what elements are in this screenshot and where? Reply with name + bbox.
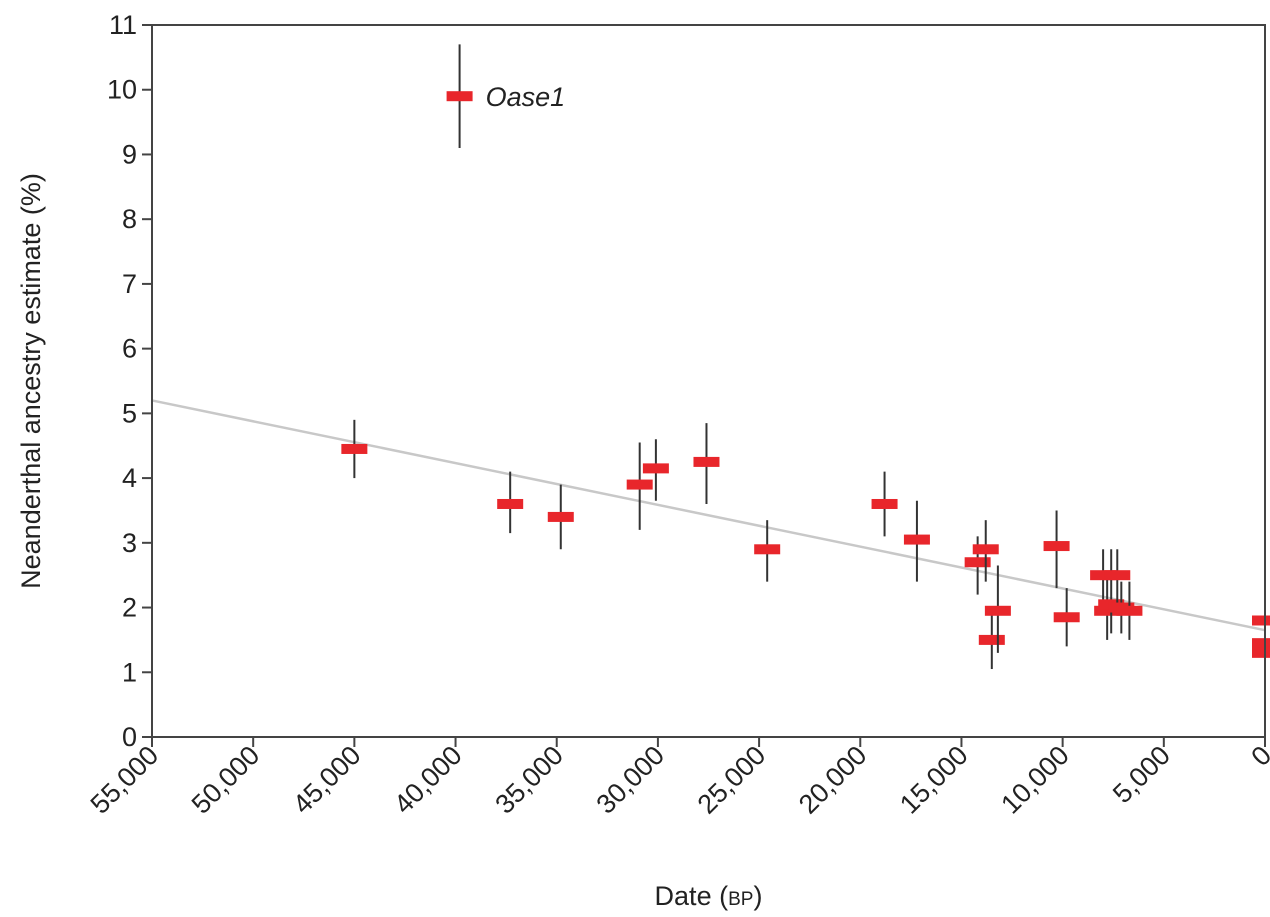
y-tick-label: 1: [122, 657, 137, 687]
x-tick-label: 0: [1245, 740, 1270, 772]
data-point: [446, 44, 473, 148]
data-point: [1090, 549, 1117, 605]
y-tick-label: 7: [122, 269, 137, 299]
data-point: [1043, 510, 1070, 589]
point-marker: [1043, 541, 1070, 552]
data-point: [1116, 581, 1143, 640]
y-tick-label: 0: [122, 722, 137, 752]
y-tick-label: 3: [122, 528, 137, 558]
y-axis-title: Neanderthal ancestry estimate (%): [16, 173, 46, 589]
y-tick-label: 11: [109, 10, 137, 40]
data-points: [341, 44, 1270, 679]
x-axis-title-unit: BP: [728, 889, 753, 910]
x-tick-label: 25,000: [692, 740, 772, 820]
data-point: [978, 607, 1005, 670]
point-marker: [1252, 615, 1270, 626]
x-tick-label: 50,000: [186, 740, 266, 820]
data-point: [497, 471, 524, 534]
y-tick-label: 6: [122, 334, 137, 364]
point-marker: [626, 479, 653, 490]
y-tick-label: 5: [122, 398, 137, 428]
point-marker: [978, 634, 1005, 645]
point-marker: [497, 498, 524, 509]
x-axis-title: Date (BP): [655, 881, 763, 911]
point-marker: [871, 498, 898, 509]
x-tick-label: 45,000: [287, 740, 367, 820]
x-axis-title-end: ): [753, 881, 762, 911]
data-point: [1104, 549, 1131, 605]
y-tick-label: 2: [122, 593, 137, 623]
point-marker: [642, 463, 669, 474]
data-point: [341, 419, 368, 479]
data-point: [754, 520, 781, 582]
point-marker: [693, 456, 720, 467]
data-point: [1098, 549, 1125, 634]
point-marker: [1094, 605, 1121, 616]
x-axis-ticks: 55,000 50,000 45,000 40,000 35,000 30,000 25,0…: [85, 737, 1270, 820]
y-axis-ticks: 0 1 2 3 4 5 6 7 8 9 10 11: [107, 10, 152, 752]
point-marker: [1104, 570, 1131, 581]
trendline: [151, 399, 1266, 632]
point-marker: [964, 557, 991, 568]
point-marker: [1252, 638, 1270, 649]
point-marker: [984, 605, 1011, 616]
annotation-label: Oase1: [486, 82, 566, 112]
x-tick-label: 30,000: [591, 740, 671, 820]
x-axis-title-main: Date (: [655, 881, 729, 911]
y-tick-label: 10: [107, 75, 137, 105]
data-point: [903, 500, 930, 582]
data-point: [1053, 588, 1080, 647]
data-point: [642, 439, 669, 501]
data-point: [972, 520, 999, 582]
x-tick-label: 5,000: [1107, 740, 1176, 809]
point-marker: [341, 443, 368, 454]
data-point: [871, 471, 898, 537]
point-marker: [972, 544, 999, 555]
x-tick-label: 10,000: [995, 740, 1075, 820]
plot-frame: [151, 24, 1266, 738]
x-tick-label: 40,000: [388, 740, 468, 820]
point-marker: [1053, 612, 1080, 623]
y-tick-label: 4: [122, 463, 137, 493]
data-point: [693, 423, 720, 504]
point-marker: [903, 534, 930, 545]
data-point: [547, 484, 574, 550]
point-marker: [1252, 647, 1270, 658]
x-tick-label: 20,000: [793, 740, 873, 820]
data-point: [984, 565, 1011, 653]
y-tick-label: 9: [122, 139, 137, 169]
trendline-group: [151, 399, 1266, 632]
point-marker: [754, 544, 781, 555]
x-tick-label: 35,000: [489, 740, 569, 820]
point-marker: [446, 91, 473, 102]
point-marker: [547, 511, 574, 522]
data-point: [626, 442, 653, 530]
point-marker: [1090, 570, 1117, 581]
axes: [151, 24, 1266, 738]
point-marker: [1116, 605, 1143, 616]
y-tick-label: 8: [122, 204, 137, 234]
x-tick-label: 15,000: [894, 740, 974, 820]
